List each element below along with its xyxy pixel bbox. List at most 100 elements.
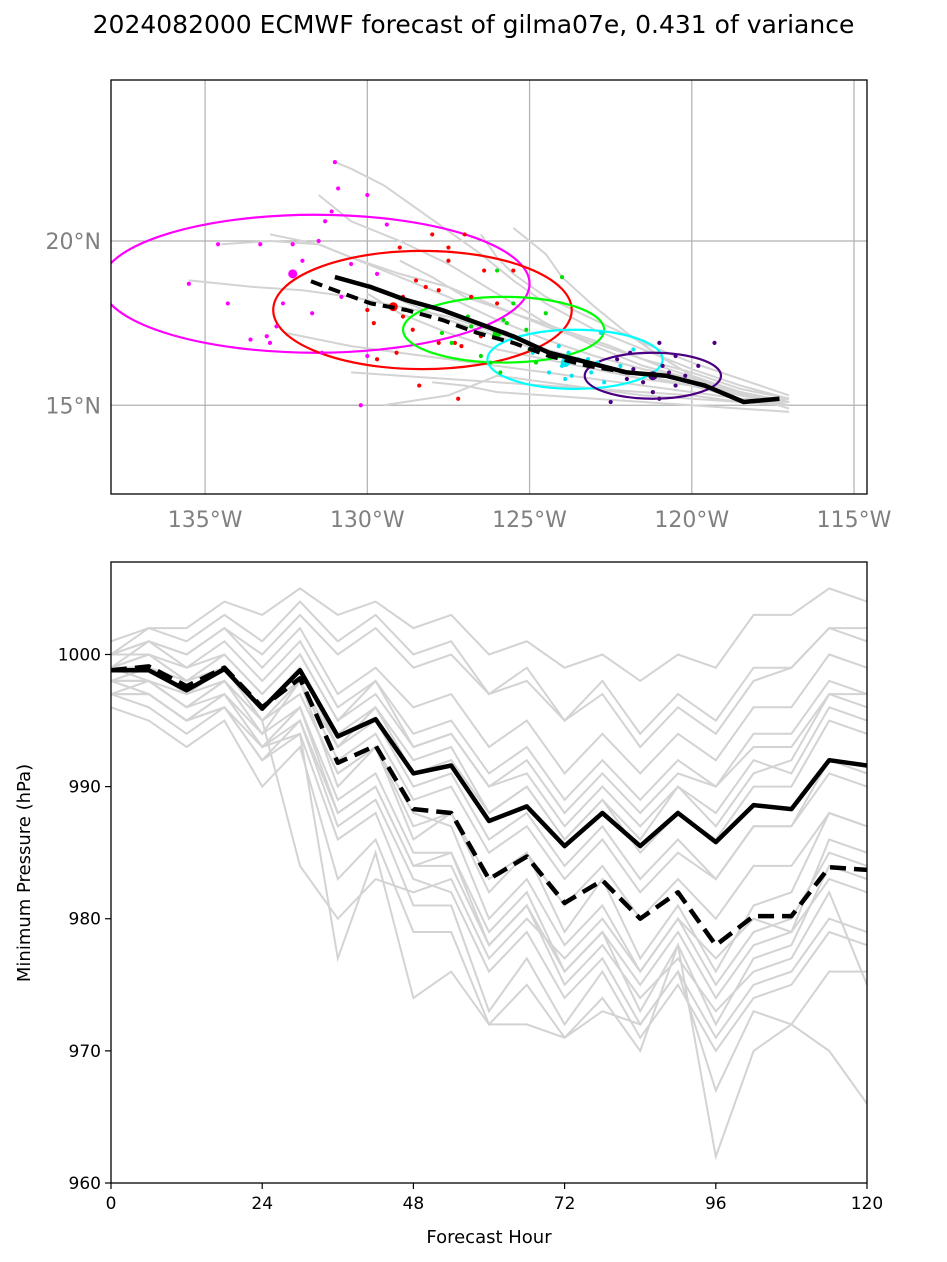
ensemble-pressure-line <box>111 626 867 775</box>
ensemble-position-point <box>482 268 487 273</box>
uncertainty-ellipse <box>272 249 573 371</box>
ensemble-position-point <box>423 284 428 290</box>
ensemble-position-point <box>436 340 441 345</box>
ensemble-position-point <box>332 160 337 165</box>
ensemble-position-point <box>683 373 688 378</box>
y-tick-label: 970 <box>69 1042 101 1062</box>
ensemble-position-point <box>511 301 516 306</box>
x-tick-label: 120 <box>851 1194 883 1214</box>
ensemble-position-point <box>666 370 672 375</box>
ensemble-position-point <box>589 370 594 375</box>
ensemble-track <box>480 233 790 397</box>
map-tick-labels: 135°W 130°W 125°W 120°W 115°W 15°N 20°N <box>46 230 892 533</box>
ensemble-position-point <box>316 238 321 244</box>
ensemble-position-point <box>339 294 344 299</box>
ensemble-position-point <box>469 294 474 299</box>
ensemble-track <box>334 161 790 400</box>
ensemble-position-point <box>446 245 451 250</box>
mean-pressure-dashed <box>111 664 867 948</box>
ensemble-position-point <box>631 347 636 352</box>
ensemble-position-point <box>280 301 286 306</box>
ensemble-position-point <box>417 383 422 388</box>
ensemble-position-point <box>673 383 678 388</box>
ensemble-position-point <box>602 380 607 385</box>
ensemble-position-point <box>413 278 419 283</box>
ensemble-position-point <box>323 219 328 224</box>
x-tick-label: 0 <box>106 1194 117 1214</box>
ensemble-position-point <box>660 363 665 368</box>
ensemble-position-point <box>439 330 445 336</box>
ensemble-position-point <box>628 350 633 355</box>
ensemble-position-point <box>436 288 441 293</box>
ensemble-position-points <box>186 160 717 408</box>
ellipse-center-point <box>288 269 298 279</box>
map-lon-tick-label: 125°W <box>492 508 567 533</box>
pressure-ticks: 0 24 48 72 96 120 960 970 980 990 1000 <box>58 645 883 1214</box>
ensemble-position-point <box>449 340 454 345</box>
mean-pressure-solid <box>111 666 867 849</box>
ensemble-pressure-line <box>111 652 867 828</box>
ensemble-position-point <box>501 317 506 322</box>
ensemble-position-point <box>264 334 269 339</box>
ensemble-position-point <box>478 353 483 359</box>
ensemble-position-point <box>488 360 493 365</box>
x-tick-label: 48 <box>403 1194 425 1214</box>
ensemble-position-point <box>430 232 435 237</box>
uncertainty-ellipse <box>111 213 531 354</box>
y-tick-label: 980 <box>69 910 101 930</box>
ensemble-position-point <box>608 399 613 405</box>
ensemble-position-point <box>329 209 334 214</box>
ensemble-position-point <box>365 192 370 198</box>
x-tick-label: 96 <box>705 1194 727 1214</box>
ensemble-position-point <box>696 363 701 368</box>
ensemble-position-point <box>400 314 406 319</box>
ensemble-position-point <box>546 370 552 375</box>
ensemble-position-point <box>374 271 380 276</box>
map-lon-tick-label: 120°W <box>654 508 729 533</box>
ensemble-position-point <box>469 324 474 329</box>
ensemble-position-point <box>258 242 263 247</box>
y-tick-label: 990 <box>69 778 101 798</box>
ensemble-pressure-line <box>111 693 867 1000</box>
ensemble-position-point <box>186 281 191 286</box>
y-axis-label: Minimum Pressure (hPa) <box>14 764 35 982</box>
y-tick-label: 1000 <box>58 645 101 665</box>
ensemble-position-point <box>563 376 568 382</box>
map-lat-tick-label: 15°N <box>46 394 101 419</box>
track-map: 135°W 130°W 125°W 120°W 115°W 15°N 20°N <box>46 79 892 533</box>
ensemble-position-point <box>446 258 451 263</box>
ensemble-pressure-line <box>111 679 867 1105</box>
ensemble-position-point <box>456 396 461 401</box>
mean-pressure-lines <box>111 664 867 948</box>
ensemble-position-point <box>397 245 402 250</box>
ensemble-position-point <box>495 301 500 306</box>
ensemble-position-point <box>365 307 370 313</box>
ensemble-position-point <box>556 344 561 349</box>
ensemble-position-point <box>598 330 604 336</box>
ensemble-position-point <box>215 242 221 247</box>
ensemble-position-point <box>310 311 315 316</box>
ensemble-position-point <box>673 353 678 359</box>
chart-title: 2024082000 ECMWF forecast of gilma07e, 0… <box>92 10 855 39</box>
ensemble-position-point <box>624 376 629 382</box>
ensemble-pressure-line <box>111 679 867 1053</box>
ensemble-pressure-line <box>111 666 867 921</box>
ensemble-position-point <box>300 258 305 263</box>
ensemble-position-point <box>533 360 539 365</box>
ensemble-position-point <box>365 353 370 359</box>
uncertainty-ellipse <box>486 328 664 390</box>
ensemble-position-point <box>384 222 389 227</box>
map-lat-tick-label: 20°N <box>46 230 101 255</box>
x-tick-label: 72 <box>554 1194 576 1214</box>
ensemble-position-point <box>511 268 516 273</box>
ensemble-position-point <box>569 373 574 378</box>
ensemble-pressure-line <box>111 679 867 987</box>
ensemble-position-point <box>641 380 646 385</box>
uncertainty-ellipses <box>111 213 723 400</box>
ensemble-position-point <box>615 357 620 362</box>
ensemble-position-point <box>452 340 458 345</box>
ensemble-position-point <box>374 357 380 362</box>
ensemble-position-point <box>358 403 363 408</box>
ensemble-position-point <box>394 350 399 355</box>
ensemble-track <box>318 194 790 407</box>
